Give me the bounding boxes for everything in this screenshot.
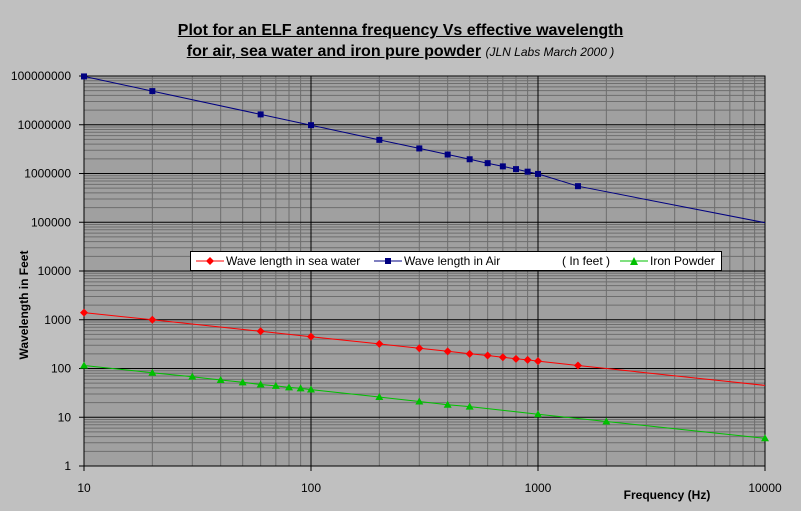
x-tick-label: 100 (301, 481, 321, 495)
point-sea-water (512, 354, 521, 363)
y-tick-label: 1000000 (24, 167, 71, 181)
y-tick-label: 10000000 (18, 118, 72, 132)
point-sea-water (256, 327, 265, 336)
point-air (257, 111, 264, 118)
point-iron-powder (256, 380, 265, 388)
legend-air: Wave length in Air (404, 254, 501, 268)
point-air (466, 156, 473, 163)
legend-air-marker (374, 258, 402, 264)
plot-area (83, 75, 766, 467)
point-iron-powder (534, 410, 542, 418)
point-iron-powder (465, 402, 474, 410)
x-tick-label: 10000 (748, 481, 782, 495)
chart-title-line1: Plot for an ELF antenna frequency Vs eff… (177, 22, 624, 39)
point-sea-water (465, 349, 474, 358)
y-tick-label: 10000 (38, 264, 72, 278)
point-iron-powder (761, 434, 769, 442)
legend-iron: Iron Powder (650, 254, 715, 268)
y-axis-title: Wavelength in Feet (17, 251, 31, 360)
legend-unit: ( In feet ) (562, 254, 611, 268)
chart-subtitle: (JLN Labs March 2000 ) (485, 45, 615, 59)
point-sea-water (483, 351, 492, 360)
point-sea-water (148, 315, 157, 324)
legend-sea-marker (196, 257, 224, 265)
point-air (444, 151, 451, 158)
x-tick-label: 10 (77, 481, 91, 495)
point-air (574, 183, 581, 190)
point-air (81, 73, 87, 80)
point-iron-powder (285, 383, 294, 391)
point-iron-powder (602, 417, 611, 425)
point-iron-powder (216, 376, 225, 384)
point-air (484, 160, 491, 167)
point-air (376, 136, 383, 143)
point-air (535, 170, 541, 177)
x-axis-title: Frequency (Hz) (624, 488, 711, 502)
y-tick-label: 100 (51, 362, 71, 376)
point-sea-water (80, 308, 88, 317)
point-sea-water (523, 355, 532, 364)
y-tick-label: 100000000 (11, 69, 71, 83)
series-layer (80, 73, 769, 442)
point-air (499, 163, 506, 170)
point-iron-powder (271, 381, 280, 389)
legend: Wave length in sea water Wave length in … (190, 251, 722, 271)
point-iron-powder (148, 368, 157, 376)
legend-iron-marker (620, 257, 648, 265)
chart-title-line2: for air, sea water and iron pure powder … (0, 43, 801, 61)
point-iron-powder (188, 372, 197, 380)
x-tick-label: 1000 (525, 481, 552, 495)
chart-title-line2-main: for air, sea water and iron pure powder (186, 43, 482, 60)
point-air (416, 145, 423, 152)
point-iron-powder (307, 385, 315, 393)
point-sea-water (498, 353, 507, 362)
point-iron-powder (443, 400, 452, 408)
point-iron-powder (238, 378, 247, 386)
point-sea-water (534, 357, 542, 366)
point-sea-water (415, 344, 424, 353)
point-air (524, 168, 531, 175)
y-tick-label: 100000 (31, 215, 71, 229)
y-tick-label: 10 (58, 410, 72, 424)
y-tick-label: 1000 (44, 313, 71, 327)
point-air (513, 166, 520, 173)
point-air (149, 88, 156, 95)
point-iron-powder (80, 361, 88, 369)
point-sea-water (307, 332, 315, 341)
y-tick-label: 1 (64, 459, 71, 473)
point-sea-water (375, 339, 384, 348)
axes: 1 10 100 1000 10000 100000 1000000 10000000 1000… (11, 69, 782, 495)
point-sea-water (443, 347, 452, 356)
point-air (308, 122, 314, 129)
point-sea-water (573, 361, 582, 370)
point-iron-powder (296, 384, 305, 392)
point-iron-powder (415, 397, 424, 405)
point-iron-powder (375, 393, 384, 401)
legend-sea: Wave length in sea water (226, 254, 361, 268)
